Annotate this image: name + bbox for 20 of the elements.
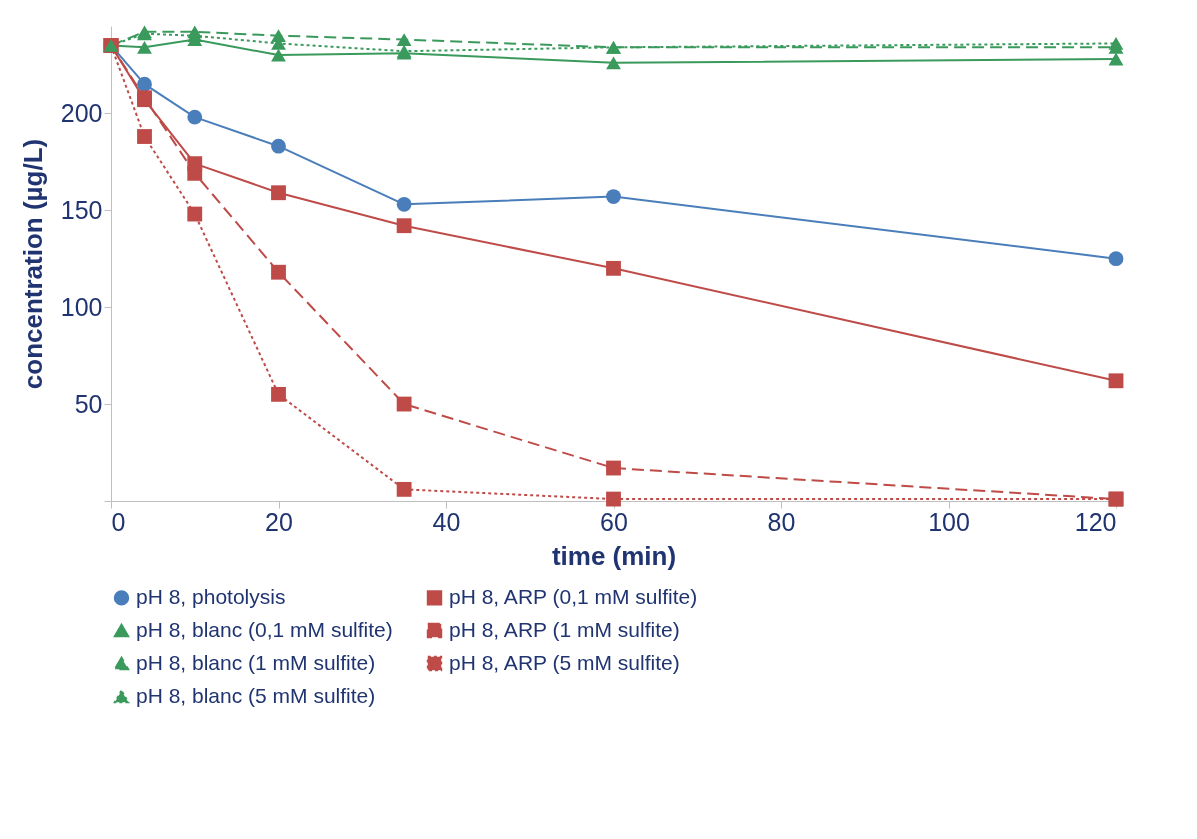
legend-label: pH 8, blanc (5 mM sulfite)	[136, 683, 376, 707]
x-tick-label: 120	[1074, 507, 1117, 536]
x-tick-label: 0	[111, 507, 126, 536]
y-tick-label: 200	[60, 98, 103, 127]
x-tick-label: 20	[265, 507, 293, 536]
x-axis-title: time (min)	[551, 540, 677, 571]
legend-label: pH 8, blanc (1 mM sulfite)	[136, 650, 376, 674]
y-tick-label: 50	[74, 389, 103, 418]
legend-label: pH 8, ARP (1 mM sulfite)	[449, 617, 680, 641]
x-tick-label: 60	[600, 507, 628, 536]
legend-label: pH 8, ARP (0,1 mM sulfite)	[449, 584, 698, 608]
x-tick-label: 40	[432, 507, 461, 536]
y-tick-label: 150	[60, 195, 103, 224]
y-tick-label: 100	[60, 292, 103, 321]
legend-label: pH 8, blanc (0,1 mM sulfite)	[136, 617, 393, 641]
y-axis-title: concentration (µg/L)	[17, 138, 48, 390]
legend-label: pH 8, ARP (5 mM sulfite)	[449, 650, 680, 674]
x-tick-label: 100	[928, 507, 970, 536]
legend-label: pH 8, photolysis	[136, 584, 286, 608]
x-tick-label: 80	[767, 507, 796, 536]
